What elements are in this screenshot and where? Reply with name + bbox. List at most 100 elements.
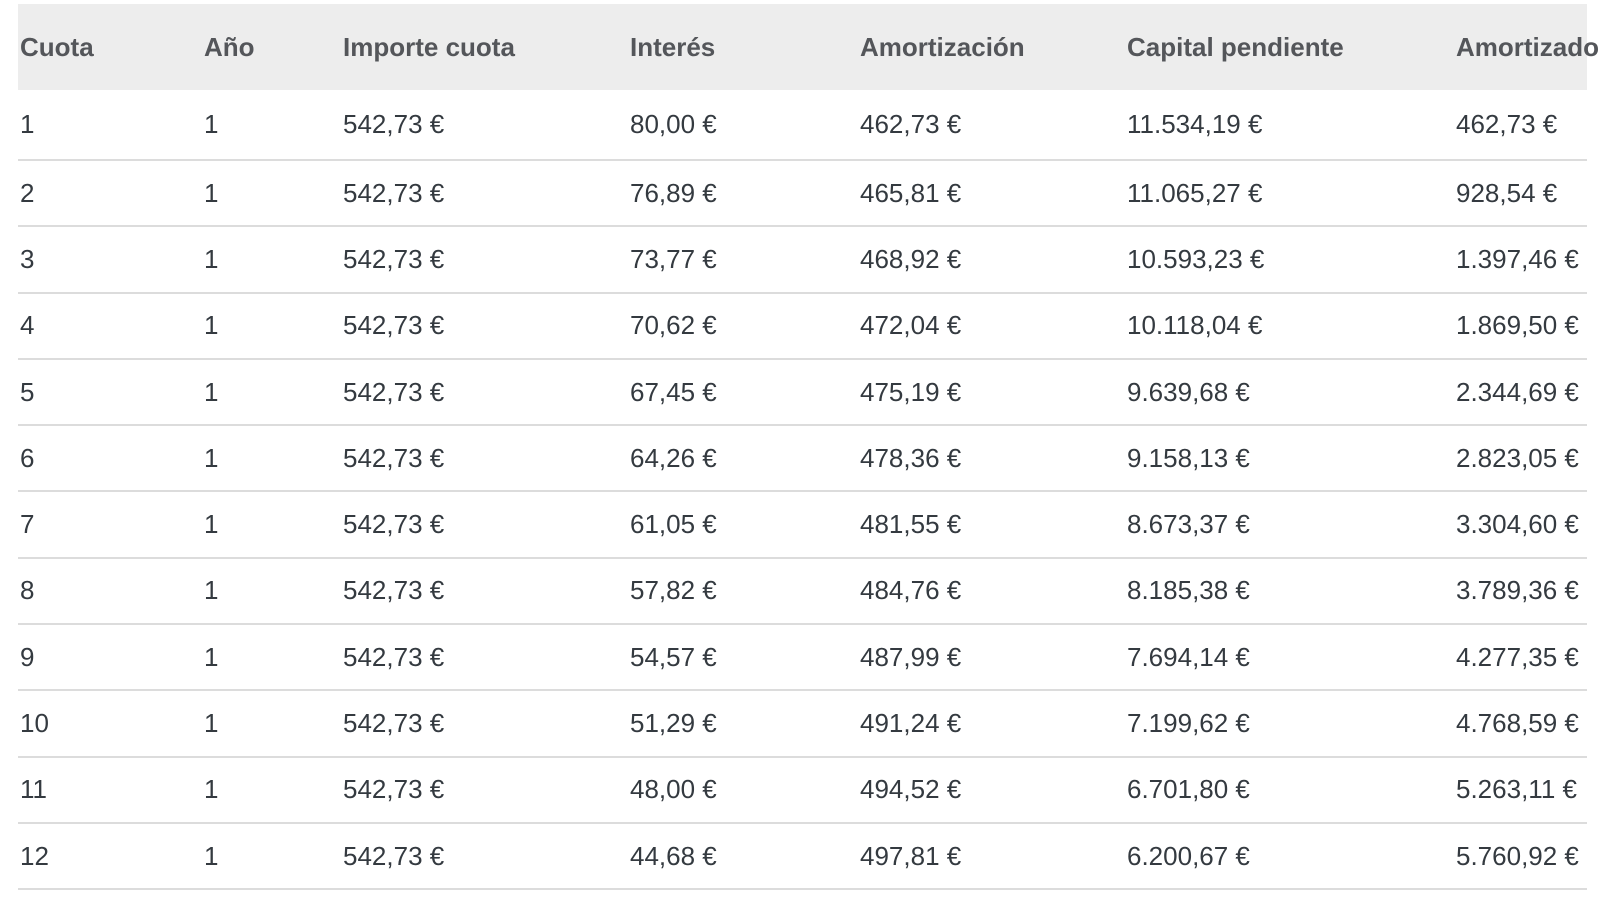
table-cell: 7.199,62 € bbox=[1125, 690, 1454, 758]
amortization-table-container: Cuota Año Importe cuota Interés Amortización… bbox=[18, 4, 1599, 891]
column-header-amortizacion: Amortización bbox=[858, 4, 1125, 90]
table-cell: 481,55 € bbox=[858, 491, 1125, 559]
table-cell: 542,73 € bbox=[341, 226, 628, 294]
table-row: 5 1 542,73 €67,45 €475,19 €9.639,68 €2.344… bbox=[18, 358, 1587, 427]
table-cell: 1 bbox=[202, 690, 341, 758]
table-cell: 1 bbox=[202, 822, 341, 891]
table-cell: 478,36 € bbox=[858, 425, 1125, 493]
table-cell: 57,82 € bbox=[628, 557, 858, 626]
table-cell: 928,54 € bbox=[1454, 160, 1587, 228]
column-header-importe-cuota: Importe cuota bbox=[341, 4, 628, 90]
table-cell: 5 bbox=[18, 358, 202, 427]
table-cell: 51,29 € bbox=[628, 690, 858, 758]
table-cell: 10 bbox=[18, 690, 202, 758]
table-cell: 1.397,46 € bbox=[1454, 226, 1587, 294]
column-header-amortizado: Amortizado bbox=[1454, 4, 1599, 90]
table-cell: 462,73 € bbox=[1454, 90, 1587, 161]
table-cell: 64,26 € bbox=[628, 425, 858, 493]
table-cell: 73,77 € bbox=[628, 226, 858, 294]
table-cell: 494,52 € bbox=[858, 756, 1125, 824]
table-cell: 1 bbox=[202, 756, 341, 824]
table-row: 9 1 542,73 €54,57 €487,99 €7.694,14 €4.277… bbox=[18, 624, 1587, 692]
table-cell: 44,68 € bbox=[628, 822, 858, 891]
table-cell: 8 bbox=[18, 557, 202, 626]
table-cell: 54,57 € bbox=[628, 624, 858, 692]
table-cell: 491,24 € bbox=[858, 690, 1125, 758]
table-cell: 465,81 € bbox=[858, 160, 1125, 228]
table-header-row: Cuota Año Importe cuota Interés Amortización… bbox=[18, 4, 1599, 90]
table-cell: 9.639,68 € bbox=[1125, 358, 1454, 427]
table-cell: 8.673,37 € bbox=[1125, 491, 1454, 559]
table-cell: 542,73 € bbox=[341, 160, 628, 228]
table-cell: 6 bbox=[18, 425, 202, 493]
table-cell: 4.277,35 € bbox=[1454, 624, 1587, 692]
table-cell: 10.118,04 € bbox=[1125, 292, 1454, 360]
table-cell: 2.344,69 € bbox=[1454, 358, 1587, 427]
table-cell: 542,73 € bbox=[341, 690, 628, 758]
table-cell: 1 bbox=[202, 292, 341, 360]
table-cell: 1 bbox=[202, 90, 341, 161]
table-cell: 11.534,19 € bbox=[1125, 90, 1454, 161]
table-cell: 475,19 € bbox=[858, 358, 1125, 427]
table-cell: 1 bbox=[202, 557, 341, 626]
table-cell: 11.065,27 € bbox=[1125, 160, 1454, 228]
table-cell: 542,73 € bbox=[341, 557, 628, 626]
table-cell: 1 bbox=[202, 491, 341, 559]
amortization-table: Cuota Año Importe cuota Interés Amortización… bbox=[18, 4, 1599, 891]
table-cell: 542,73 € bbox=[341, 822, 628, 891]
table-cell: 3.789,36 € bbox=[1454, 557, 1587, 626]
table-cell: 67,45 € bbox=[628, 358, 858, 427]
table-cell: 7 bbox=[18, 491, 202, 559]
table-cell: 462,73 € bbox=[858, 90, 1125, 161]
table-row: 7 1 542,73 €61,05 €481,55 €8.673,37 €3.304… bbox=[18, 491, 1587, 559]
table-cell: 76,89 € bbox=[628, 160, 858, 228]
table-cell: 1 bbox=[202, 160, 341, 228]
column-header-capital-pendiente: Capital pendiente bbox=[1125, 4, 1454, 90]
table-row: 4 1 542,73 €70,62 €472,04 €10.118,04 €1.86… bbox=[18, 292, 1587, 360]
table-row: 10 1 542,73 €51,29 €491,24 €7.199,62 €4.76… bbox=[18, 690, 1587, 758]
table-cell: 70,62 € bbox=[628, 292, 858, 360]
table-cell: 5.263,11 € bbox=[1454, 756, 1587, 824]
table-cell: 1 bbox=[202, 425, 341, 493]
table-cell: 2.823,05 € bbox=[1454, 425, 1587, 493]
table-cell: 472,04 € bbox=[858, 292, 1125, 360]
table-cell: 468,92 € bbox=[858, 226, 1125, 294]
table-body: 1 1 542,73 €80,00 €462,73 €11.534,19 €462,… bbox=[18, 90, 1587, 891]
column-header-interes: Interés bbox=[628, 4, 858, 90]
table-cell: 11 bbox=[18, 756, 202, 824]
table-row: 12 1 542,73 €44,68 €497,81 €6.200,67 €5.76… bbox=[18, 822, 1587, 891]
table-row: 6 1 542,73 €64,26 €478,36 €9.158,13 €2.823… bbox=[18, 425, 1587, 493]
table-cell: 5.760,92 € bbox=[1454, 822, 1587, 891]
column-header-ano: Año bbox=[202, 4, 341, 90]
table-cell: 12 bbox=[18, 822, 202, 891]
table-cell: 3.304,60 € bbox=[1454, 491, 1587, 559]
table-cell: 10.593,23 € bbox=[1125, 226, 1454, 294]
table-cell: 1 bbox=[202, 624, 341, 692]
table-cell: 542,73 € bbox=[341, 756, 628, 824]
table-cell: 3 bbox=[18, 226, 202, 294]
table-cell: 1 bbox=[202, 226, 341, 294]
table-cell: 542,73 € bbox=[341, 358, 628, 427]
table-cell: 6.701,80 € bbox=[1125, 756, 1454, 824]
table-cell: 9 bbox=[18, 624, 202, 692]
table-cell: 1.869,50 € bbox=[1454, 292, 1587, 360]
table-cell: 1 bbox=[18, 90, 202, 161]
table-cell: 497,81 € bbox=[858, 822, 1125, 891]
column-header-cuota: Cuota bbox=[18, 4, 202, 90]
table-cell: 487,99 € bbox=[858, 624, 1125, 692]
table-row: 3 1 542,73 €73,77 €468,92 €10.593,23 €1.39… bbox=[18, 226, 1587, 294]
table-row: 1 1 542,73 €80,00 €462,73 €11.534,19 €462,… bbox=[18, 90, 1587, 161]
table-cell: 6.200,67 € bbox=[1125, 822, 1454, 891]
table-cell: 542,73 € bbox=[341, 624, 628, 692]
table-cell: 542,73 € bbox=[341, 292, 628, 360]
table-cell: 61,05 € bbox=[628, 491, 858, 559]
table-cell: 8.185,38 € bbox=[1125, 557, 1454, 626]
table-cell: 7.694,14 € bbox=[1125, 624, 1454, 692]
table-cell: 4.768,59 € bbox=[1454, 690, 1587, 758]
table-cell: 484,76 € bbox=[858, 557, 1125, 626]
table-cell: 48,00 € bbox=[628, 756, 858, 824]
table-row: 8 1 542,73 €57,82 €484,76 €8.185,38 €3.789… bbox=[18, 557, 1587, 626]
table-cell: 542,73 € bbox=[341, 425, 628, 493]
table-row: 11 1 542,73 €48,00 €494,52 €6.701,80 €5.26… bbox=[18, 756, 1587, 824]
table-cell: 80,00 € bbox=[628, 90, 858, 161]
